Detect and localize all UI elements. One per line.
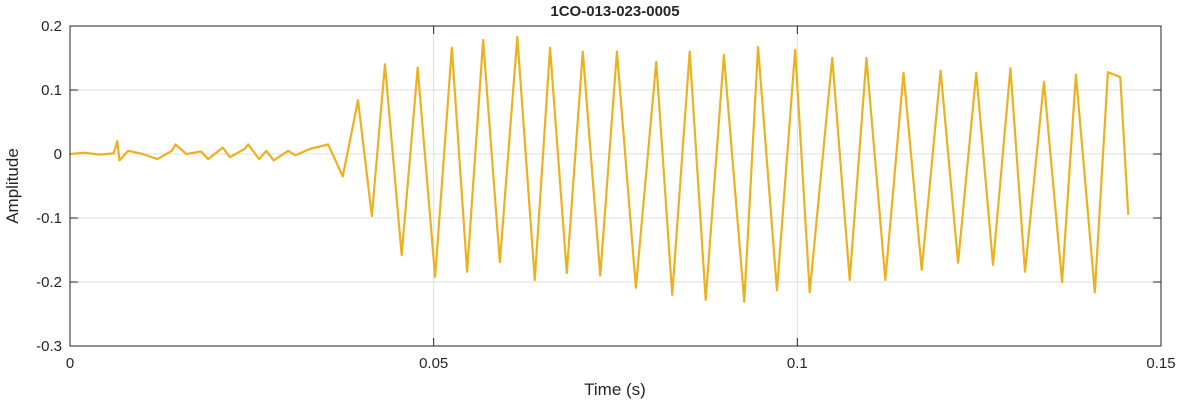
y-axis-label: Amplitude: [3, 148, 22, 224]
y-tick-label: 0.2: [41, 18, 62, 35]
chart-title: 1CO-013-023-0005: [550, 3, 679, 20]
y-tick-label: -0.1: [36, 210, 62, 227]
x-tick-label: 0.1: [787, 355, 808, 372]
x-tick-label: 0: [66, 355, 74, 372]
y-tick-label: 0: [54, 146, 62, 163]
y-tick-label: -0.2: [36, 274, 62, 291]
signal-line: [69, 35, 1130, 303]
x-tick-label: 0.05: [419, 355, 448, 372]
y-tick-label: 0.1: [41, 82, 62, 99]
axes-box: [69, 25, 1162, 347]
x-tick-label: 0.15: [1146, 355, 1175, 372]
x-axis-label: Time (s): [584, 380, 646, 399]
y-tick-label: -0.3: [36, 338, 62, 355]
